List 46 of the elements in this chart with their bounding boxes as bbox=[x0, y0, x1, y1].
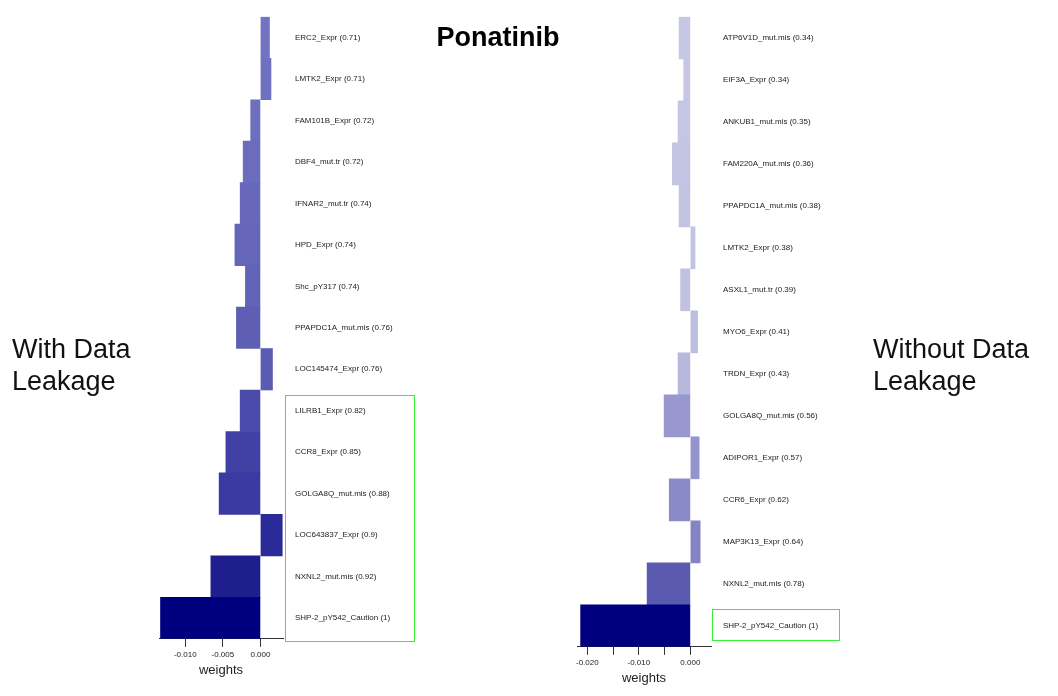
bar bbox=[580, 604, 691, 647]
x-tick-label: 0.000 bbox=[680, 657, 701, 667]
y-tick-label: NXNL2_mut.mis (0.78) bbox=[723, 579, 805, 588]
x-axis-title: weights bbox=[197, 661, 244, 677]
y-tick-label: CCR8_Expr (0.85) bbox=[295, 447, 362, 457]
y-tick-label: IFNAR2_mut.tr (0.74) bbox=[295, 198, 372, 208]
y-tick-label: LOC145474_Expr (0.76) bbox=[295, 364, 383, 374]
x-tick-label: -0.010 bbox=[627, 657, 651, 667]
y-tick-label: MYO6_Expr (0.41) bbox=[723, 327, 791, 336]
y-tick-label: ATP6V1D_mut.mis (0.34) bbox=[723, 33, 814, 42]
x-axis-title: weights bbox=[620, 669, 667, 685]
y-tick-label: DBF4_mut.tr (0.72) bbox=[295, 157, 364, 167]
y-tick-label: FAM101B_Expr (0.72) bbox=[295, 115, 375, 125]
bar bbox=[260, 514, 283, 557]
bar bbox=[646, 562, 691, 606]
y-tick-label: ANKUB1_mut.mis (0.35) bbox=[723, 117, 811, 126]
y-tick-label: SHP-2_pY542_Caution (1) bbox=[295, 613, 391, 623]
x-tick-label: -0.010 bbox=[173, 649, 198, 659]
y-tick-label: Shc_pY317 (0.74) bbox=[295, 281, 360, 291]
y-tick-label: PPAPDC1A_mut.mis (0.76) bbox=[295, 323, 393, 332]
y-tick-label: GOLGA8Q_mut.mis (0.88) bbox=[295, 488, 391, 498]
y-tick-label: TRDN_Expr (0.43) bbox=[723, 369, 790, 378]
y-tick-label: LMTK2_Expr (0.38) bbox=[723, 243, 794, 252]
y-tick-label: GOLGA8Q_mut.mis (0.56) bbox=[723, 411, 819, 420]
y-tick-label: MAP3K13_Expr (0.64) bbox=[723, 537, 804, 546]
y-axis-title: With Data Leakage bbox=[12, 333, 132, 397]
x-tick-label: 0.000 bbox=[250, 649, 272, 659]
y-tick-label: HPD_Expr (0.74) bbox=[295, 240, 357, 250]
y-tick-label: LILRB1_Expr (0.82) bbox=[295, 405, 367, 415]
y-tick-label: ADIPOR1_Expr (0.57) bbox=[723, 453, 803, 462]
y-tick-label: PPAPDC1A_mut.mis (0.38) bbox=[723, 201, 821, 210]
chart-title: Ponatinib bbox=[435, 22, 561, 53]
y-tick-label: EIF3A_Expr (0.34) bbox=[723, 75, 790, 84]
y-tick-label: NXNL2_mut.mis (0.92) bbox=[295, 571, 377, 581]
y-tick-label: LOC643837_Expr (0.9) bbox=[295, 530, 379, 540]
y-tick-label: FAM220A_mut.mis (0.36) bbox=[723, 159, 815, 168]
y-tick-label: SHP-2_pY542_Caution (1) bbox=[723, 621, 819, 630]
y-tick-label: ERC2_Expr (0.71) bbox=[295, 32, 361, 42]
bar bbox=[160, 597, 261, 639]
y-tick-label: ASXL1_mut.tr (0.39) bbox=[723, 285, 797, 294]
y-tick-label: CCR6_Expr (0.62) bbox=[723, 495, 790, 504]
bar bbox=[210, 555, 261, 598]
y-tick-label: LMTK2_Expr (0.71) bbox=[295, 74, 366, 84]
x-tick-label: -0.005 bbox=[211, 649, 235, 659]
y-axis-title: Without Data Leakage bbox=[873, 333, 1031, 397]
x-tick-label: -0.020 bbox=[575, 657, 600, 667]
